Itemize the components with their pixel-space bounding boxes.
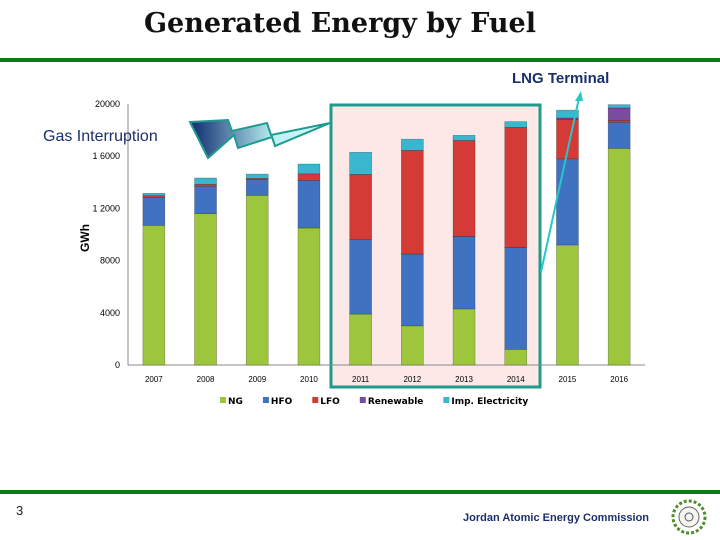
bar-segment-ng-2013 (452, 308, 476, 366)
y-tick-label: 0 (115, 360, 120, 370)
x-tick-label: 2016 (610, 375, 628, 384)
x-tick-label: 2007 (145, 375, 163, 384)
bar-segment-hfo-2007 (142, 197, 166, 226)
legend-swatch (359, 397, 366, 403)
bar-segment-renewable-2016 (607, 107, 631, 121)
bar-segment-ng-2008 (194, 213, 217, 366)
bar-segment-hfo-2016 (607, 121, 631, 149)
y-axis-label: GWh (78, 224, 92, 252)
bar-segment-imp-electricity-2007 (142, 192, 166, 196)
y-tick-label: 1 2000 (92, 203, 120, 213)
bar-segment-lfo-2014 (504, 127, 528, 248)
bar-segment-imp-electricity-2010 (297, 163, 321, 175)
bar-segment-hfo-2008 (194, 185, 217, 214)
x-tick-label: 2009 (248, 375, 266, 384)
bar-segment-imp-electricity-2008 (194, 177, 217, 185)
bar-segment-lfo-2013 (452, 140, 476, 237)
lightning-arrow-icon (188, 118, 331, 160)
y-tick-label: 20000 (95, 99, 120, 109)
bar-segment-hfo-2014 (504, 247, 528, 350)
bar-segment-ng-2016 (607, 148, 631, 366)
bar-segment-imp-electricity-2011 (349, 151, 372, 175)
legend-swatch (443, 397, 450, 403)
bar-segment-hfo-2012 (401, 253, 424, 327)
bar-segment-hfo-2015 (556, 158, 579, 246)
bar-segment-imp-electricity-2013 (452, 135, 476, 141)
gas-interruption-label: Gas Interruption (43, 128, 158, 145)
lng-terminal-label: LNG Terminal (512, 70, 610, 87)
legend-label: HFO (271, 397, 293, 407)
lng-arrow-icon (540, 97, 580, 273)
page-number: 3 (16, 503, 24, 518)
bar-segment-hfo-2013 (452, 236, 476, 310)
y-tick-label: 4000 (100, 308, 120, 318)
legend-label: LFO (320, 397, 340, 407)
bar-segment-lfo-2012 (401, 150, 424, 255)
x-tick-label: 2011 (352, 375, 370, 384)
x-tick-label: 2012 (403, 375, 421, 384)
lng-arrowhead-icon (575, 91, 583, 101)
bar-segment-hfo-2009 (245, 179, 269, 196)
organization-name: Jordan Atomic Energy Commission (463, 512, 650, 524)
bar-segment-hfo-2011 (349, 239, 372, 315)
x-tick-label: 2010 (300, 375, 318, 384)
legend-label: NG (228, 397, 243, 407)
legend-swatch (262, 397, 269, 403)
x-tick-label: 2013 (455, 375, 473, 384)
y-tick-label: 1 6000 (92, 151, 120, 161)
bar-segment-imp-electricity-2014 (504, 121, 528, 128)
bar-segment-lfo-2011 (349, 174, 372, 241)
page-title: Generated Energy by Fuel (143, 8, 536, 39)
x-tick-label: 2014 (507, 375, 525, 384)
bar-segment-imp-electricity-2009 (245, 173, 269, 179)
bar-segment-lfo-2010 (297, 173, 321, 181)
bar-segment-ng-2014 (504, 349, 528, 366)
header-rule (0, 58, 720, 62)
bar-segment-ng-2012 (401, 325, 424, 366)
y-tick-label: 8000 (100, 256, 120, 266)
legend-label: Renewable (368, 397, 424, 407)
bar-segment-ng-2009 (245, 195, 269, 366)
bar-segment-imp-electricity-2015 (556, 109, 579, 119)
x-tick-label: 2008 (197, 375, 215, 384)
bar-segment-imp-electricity-2016 (607, 104, 631, 109)
bar-segment-hfo-2010 (297, 180, 321, 229)
bar-segment-imp-electricity-2012 (401, 138, 424, 151)
bar-segment-ng-2011 (349, 313, 372, 366)
legend-label: Imp. Electricity (451, 397, 528, 407)
footer-rule (0, 490, 720, 494)
legend-swatch (220, 397, 226, 403)
bar-segment-ng-2015 (556, 244, 579, 366)
bar-segment-ng-2007 (142, 225, 166, 366)
bar-segment-ng-2010 (297, 227, 321, 366)
jaec-logo-icon (671, 499, 707, 535)
x-tick-label: 2015 (559, 375, 577, 384)
legend-swatch (312, 397, 319, 403)
